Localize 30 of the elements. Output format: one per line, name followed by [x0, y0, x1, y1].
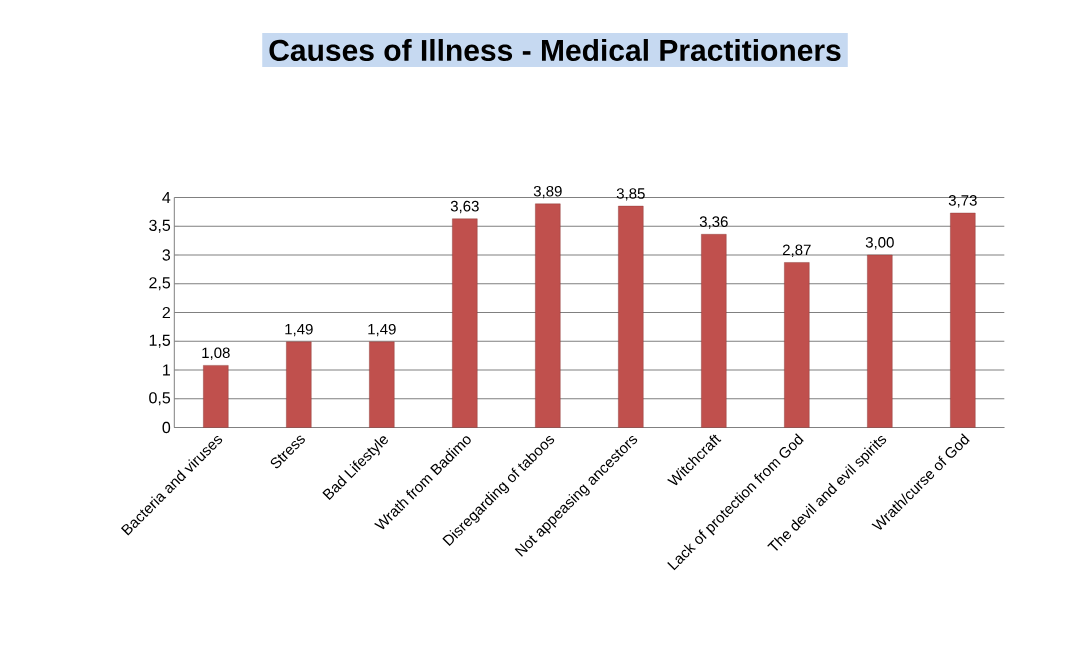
bar: [369, 341, 395, 428]
y-tick-label: 2: [162, 306, 170, 319]
y-tick-label: 2,5: [149, 277, 171, 291]
data-label: 3,63: [450, 200, 479, 214]
bar: [452, 218, 478, 428]
y-tick-label: 1,5: [149, 334, 171, 348]
y-tick-label: 1: [163, 364, 170, 376]
bar: [784, 262, 810, 428]
chart-title: Causes of Illness - Medical Practitioners: [269, 38, 841, 62]
data-label: 3,89: [533, 185, 562, 199]
data-label: 3,73: [948, 195, 977, 208]
bar: [618, 205, 644, 428]
bar: [701, 234, 727, 428]
y-tick-label: 3: [162, 249, 171, 261]
y-tick-label: 0: [162, 421, 171, 434]
bar: [867, 254, 893, 428]
y-tick-label: 4: [162, 191, 171, 203]
y-tick-label: 0,5: [149, 392, 171, 406]
bar: [535, 203, 561, 428]
bar: [286, 341, 312, 428]
data-label: 3,85: [616, 188, 645, 201]
data-label: 3,36: [699, 216, 728, 229]
y-tick-label: 3,5: [149, 219, 171, 233]
bar: [203, 365, 229, 428]
data-label: 1,49: [368, 323, 396, 337]
bar: [950, 212, 976, 428]
data-label: 1,49: [285, 323, 313, 337]
data-label: 1,08: [202, 347, 230, 360]
data-label: 2,87: [782, 244, 811, 257]
data-label: 3,00: [865, 237, 894, 250]
